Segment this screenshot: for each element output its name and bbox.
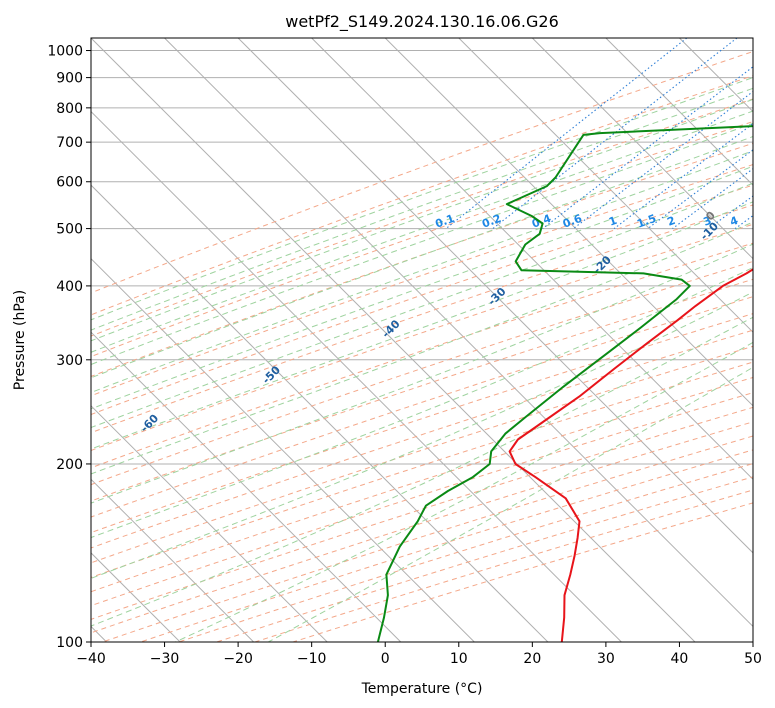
profile-lines — [376, 125, 753, 642]
mixing-ratio-line — [573, 90, 753, 230]
dry-adiabat-label: -50 — [260, 363, 283, 386]
isotherm-line — [91, 184, 549, 642]
x-tick-label: −40 — [76, 651, 106, 667]
y-tick-label: 100 — [56, 635, 83, 651]
isotherm-line — [384, 38, 753, 407]
mixing-ratio-label: 4 — [728, 214, 740, 229]
mixing-ratio-label: 1 — [607, 214, 619, 229]
isotherm-line — [531, 38, 753, 260]
mixing-ratio-line — [542, 66, 753, 230]
x-axis-title: Temperature (°C) — [361, 681, 483, 697]
y-tick-label: 300 — [56, 353, 83, 369]
x-tick-label: 10 — [450, 651, 468, 667]
x-tick-label: 50 — [744, 651, 762, 667]
temperature-profile-line — [508, 268, 753, 642]
isotherm-line — [91, 257, 475, 642]
axes: −40 −30 −20 −10 0 10 20 30 40 50 1000 900 800 700 600 5… — [47, 44, 762, 667]
dry-adiabat-line — [91, 376, 753, 593]
moist-adiabat-line — [91, 291, 753, 579]
moist-adiabat-line — [91, 221, 753, 475]
mixing-ratio-line — [672, 168, 753, 230]
dry-adiabat-line — [91, 98, 753, 337]
moist-adiabat-line — [91, 77, 753, 321]
moist-adiabat-line — [91, 266, 753, 539]
x-tick-label: −30 — [150, 651, 180, 667]
plot-frame — [90, 37, 754, 643]
isotherm-line — [91, 405, 328, 642]
dry-adiabat-line — [91, 164, 753, 397]
mixing-ratio-label: 1.5 — [635, 212, 658, 231]
isotherm-line — [752, 38, 753, 39]
x-tick-label: 0 — [381, 651, 390, 667]
moist-adiabat-line — [91, 182, 753, 429]
dry-adiabat-line — [91, 242, 753, 469]
y-tick-label: 900 — [56, 71, 83, 87]
x-tick-label: −20 — [223, 651, 253, 667]
y-axis-title: Pressure (hPa) — [12, 290, 28, 390]
y-tick-label: 600 — [56, 175, 83, 191]
moist-adiabat-line — [91, 201, 753, 450]
x-tick-label: −10 — [297, 651, 327, 667]
isotherm-line — [605, 38, 753, 186]
chart-title: wetPf2_S149.2024.130.16.06.G26 — [285, 12, 559, 32]
moist-adiabat-line — [91, 110, 753, 353]
background-grid — [91, 38, 753, 642]
mixing-ratio-label: 3 — [702, 214, 714, 229]
mixing-ratio-line — [708, 195, 753, 230]
dewpoint-profile-line — [376, 125, 753, 642]
isotherm-line — [91, 110, 622, 642]
y-tick-label: 500 — [56, 222, 83, 238]
dry-adiabat-line — [91, 406, 753, 620]
dry-adiabat-label: -70 — [16, 460, 39, 483]
x-tick-label: 30 — [597, 651, 615, 667]
moist-adiabat-line — [91, 243, 753, 504]
dry-adiabat-line — [91, 329, 753, 549]
dry-adiabat-line — [102, 435, 753, 642]
x-tick-label: 40 — [671, 651, 689, 667]
isotherm-line — [91, 38, 696, 642]
y-tick-label: 800 — [56, 101, 83, 117]
isotherm-line — [91, 331, 402, 642]
mixing-ratio-line — [734, 214, 753, 230]
y-tick-label: 200 — [56, 457, 83, 473]
dry-adiabat-line — [91, 75, 753, 316]
moist-adiabat-line — [91, 87, 753, 331]
isotherm-line — [91, 478, 255, 642]
dry-adiabat-line — [91, 278, 753, 502]
moist-adiabat-line — [91, 165, 753, 410]
mixing-ratio-label: 0.1 — [433, 212, 456, 231]
mixing-ratio-label: 0.6 — [561, 212, 584, 231]
x-tick-label: 20 — [523, 651, 541, 667]
moist-adiabat-label: 10 — [763, 159, 775, 179]
moist-adiabat-line — [175, 341, 753, 642]
y-tick-label: 1000 — [47, 44, 83, 60]
y-tick-label: 400 — [56, 279, 83, 295]
y-tick-label: 700 — [56, 135, 83, 151]
isotherm-line — [164, 38, 753, 628]
isotherm-line — [237, 38, 753, 554]
isotherm-line — [458, 38, 753, 333]
mixing-ratio-label: 6 — [767, 214, 775, 229]
dry-adiabat-line — [91, 296, 753, 518]
mixing-ratio-label: 0.2 — [480, 212, 503, 231]
mixing-ratio-label: 0.4 — [530, 212, 553, 231]
mixing-ratio-label: 2 — [665, 214, 677, 229]
